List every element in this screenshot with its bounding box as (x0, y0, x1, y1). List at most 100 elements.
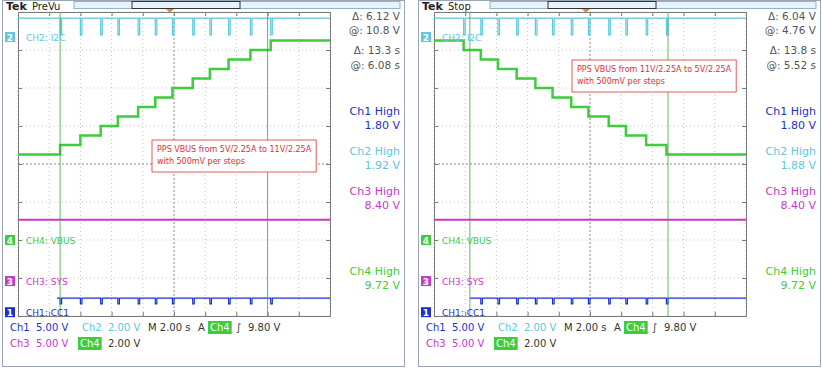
tick-mark (559, 12, 560, 16)
tick (18, 240, 22, 241)
status-text: ∫ (652, 322, 657, 333)
grid-line-x (80, 12, 81, 316)
status-highlight (624, 321, 648, 334)
channel-label: CH2: I2C (442, 33, 481, 43)
cursor-readout: @: 6.08 s (350, 59, 400, 71)
ground-label: 4 (7, 236, 13, 246)
cursor-readout: Δ: 13.3 s (354, 44, 400, 56)
status-text: 5.00 V (36, 322, 68, 333)
tick (112, 12, 113, 16)
tick-mark (326, 126, 330, 127)
panel-frame (3, 1, 405, 367)
ground-label: 2 (7, 33, 13, 43)
tick-mark (434, 316, 438, 317)
tick (112, 312, 113, 316)
measure-value: 1.80 V (364, 119, 400, 132)
tick-mark (18, 240, 22, 241)
tick (18, 50, 22, 51)
measure-label: Ch1 High (350, 105, 400, 118)
ground-label: 4 (423, 236, 429, 246)
tick (742, 240, 746, 241)
scope-screenshots: TekPreVu1CH1: CC12CH2: I2C3CH3: SYS4CH4:… (0, 0, 822, 371)
tick-mark (112, 12, 113, 16)
tick (742, 278, 746, 279)
tick-mark (18, 202, 22, 203)
tick-mark (326, 278, 330, 279)
y-axis (18, 13, 22, 317)
tick (496, 12, 497, 16)
tick (326, 164, 330, 165)
tick (434, 316, 438, 317)
annotation-box (152, 140, 316, 172)
tick-mark (528, 12, 529, 16)
tick (49, 12, 50, 16)
trace (18, 41, 330, 155)
ground-label: 1 (423, 308, 429, 318)
header-state: PreVu (32, 1, 60, 12)
status-text: Ch2 (82, 322, 102, 333)
tick-mark (236, 312, 237, 316)
tick-mark (18, 50, 22, 51)
tick-mark (18, 12, 22, 13)
tick-mark (465, 12, 466, 16)
tick (18, 88, 22, 89)
status-text: ∫ (236, 322, 241, 333)
tick-mark (684, 12, 685, 16)
tick-mark (326, 12, 330, 13)
status-text: M 2.00 s (564, 322, 606, 333)
measure-value: 8.40 V (364, 199, 400, 212)
tick-mark (496, 12, 497, 16)
tick (652, 312, 653, 316)
channel-label: CH1: CC1 (442, 308, 485, 318)
cursor-line (60, 12, 61, 316)
plot-area (434, 12, 746, 316)
measure-value: 9.72 V (364, 279, 400, 292)
status-text: 5.00 V (36, 338, 68, 349)
tick (80, 12, 81, 16)
ground-marker (5, 32, 15, 42)
tick (559, 312, 560, 316)
tick (434, 164, 438, 165)
tick (18, 316, 22, 317)
tick-mark (590, 12, 591, 16)
tick-mark (18, 316, 22, 317)
ground-label: 3 (7, 277, 13, 287)
tick (326, 240, 330, 241)
tick (496, 312, 497, 316)
status-text: 2.00 V (524, 338, 556, 349)
tick-mark (434, 126, 438, 127)
record-bar (490, 2, 816, 9)
tick-mark (326, 202, 330, 203)
measure-value: 9.72 V (780, 279, 816, 292)
cursor-readout: Δ: 6.12 V (352, 10, 401, 22)
y-axis (434, 13, 438, 317)
tick-mark (742, 202, 746, 203)
header-state: Stop (448, 1, 471, 12)
tick (742, 202, 746, 203)
annotation: PPS VBUS from 11V/2.25A to 5V/2.25Awith … (572, 60, 736, 92)
tick-mark (434, 50, 438, 51)
tick (742, 126, 746, 127)
header-brand: Tek (6, 0, 28, 13)
tick-mark (143, 12, 144, 16)
tick-mark (559, 312, 560, 316)
tick (299, 312, 300, 316)
tick-mark (205, 12, 206, 16)
tick-mark (715, 12, 716, 16)
measure-value: 1.80 V (780, 119, 816, 132)
header-brand: Tek (422, 0, 444, 13)
tick (326, 126, 330, 127)
tick (326, 202, 330, 203)
record-window (548, 2, 656, 9)
tick (434, 278, 438, 279)
ground-label: 2 (423, 33, 429, 43)
y-axis-right (742, 13, 747, 317)
trace (470, 298, 746, 304)
annotation-text: PPS VBUS from 5V/2.25A to 11V/2.25A (157, 145, 312, 154)
tick (236, 12, 237, 16)
status-text: M 2.00 s (148, 322, 190, 333)
tick-mark (174, 312, 175, 316)
status-text: 9.80 V (248, 322, 280, 333)
measure-label: Ch3 High (350, 185, 400, 198)
tick-mark (590, 312, 591, 316)
